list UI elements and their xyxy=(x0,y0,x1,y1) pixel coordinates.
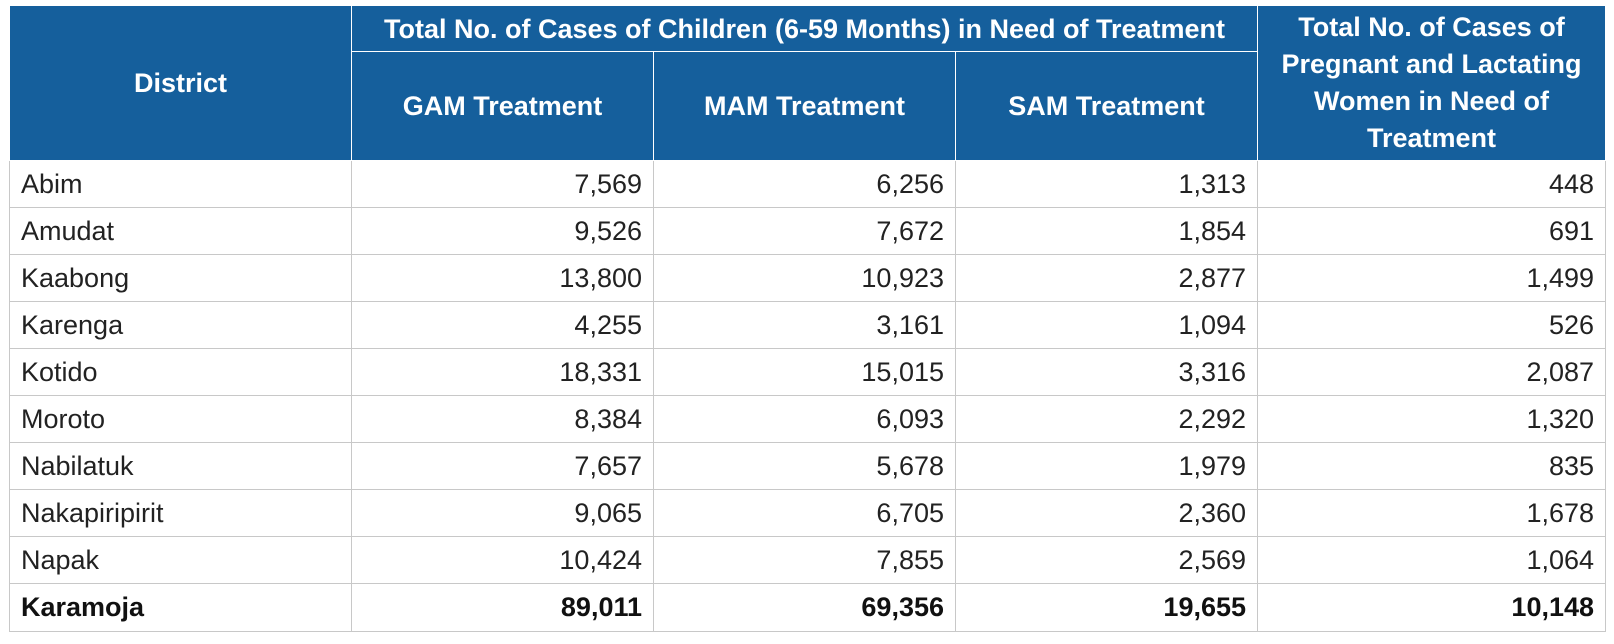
gam-cell: 18,331 xyxy=(351,348,654,396)
gam-cell: 4,255 xyxy=(351,301,654,349)
total-district-cell: Karamoja xyxy=(9,583,352,632)
plw-cell: 448 xyxy=(1257,160,1607,208)
plw-column-header: Total No. of Cases of Pregnant and Lacta… xyxy=(1257,5,1607,161)
sam-cell: 2,360 xyxy=(954,489,1259,537)
plw-cell: 835 xyxy=(1257,442,1607,490)
gam-cell: 13,800 xyxy=(351,254,654,302)
district-cell: Moroto xyxy=(9,395,352,443)
gam-cell: 7,657 xyxy=(351,442,654,490)
mam-column-header: MAM Treatment xyxy=(653,51,956,161)
plw-cell: 526 xyxy=(1257,301,1607,349)
table-body: Abim 7,569 6,256 1,313 448 Amudat 9,526 … xyxy=(9,160,1607,632)
mam-cell: 7,855 xyxy=(653,536,956,584)
district-cell: Napak xyxy=(9,536,352,584)
sam-cell: 2,292 xyxy=(954,395,1259,443)
gam-cell: 9,065 xyxy=(351,489,654,537)
total-plw-cell: 10,148 xyxy=(1257,583,1607,632)
sam-cell: 1,313 xyxy=(954,160,1259,208)
table-row: Amudat 9,526 7,672 1,854 691 xyxy=(9,207,1607,255)
table-container: District Total No. of Cases of Children … xyxy=(9,5,1607,632)
plw-cell: 691 xyxy=(1257,207,1607,255)
district-cell: Abim xyxy=(9,160,352,208)
children-group-header: Total No. of Cases of Children (6-59 Mon… xyxy=(350,5,1259,52)
sam-cell: 1,854 xyxy=(954,207,1259,255)
gam-cell: 9,526 xyxy=(351,207,654,255)
total-row: Karamoja 89,011 69,356 19,655 10,148 xyxy=(9,583,1607,632)
mam-cell: 5,678 xyxy=(653,442,956,490)
table-row: Nakapiripirit 9,065 6,705 2,360 1,678 xyxy=(9,489,1607,537)
gam-cell: 8,384 xyxy=(351,395,654,443)
table-row: Abim 7,569 6,256 1,313 448 xyxy=(9,160,1607,208)
district-cell: Amudat xyxy=(9,207,352,255)
mam-cell: 6,256 xyxy=(653,160,956,208)
sam-cell: 3,316 xyxy=(954,348,1259,396)
mam-cell: 15,015 xyxy=(653,348,956,396)
table-row: Karenga 4,255 3,161 1,094 526 xyxy=(9,301,1607,349)
sam-cell: 1,979 xyxy=(954,442,1259,490)
gam-cell: 7,569 xyxy=(351,160,654,208)
mam-cell: 6,093 xyxy=(653,395,956,443)
table-row: Napak 10,424 7,855 2,569 1,064 xyxy=(9,536,1607,584)
mam-cell: 6,705 xyxy=(653,489,956,537)
district-cell: Nakapiripirit xyxy=(9,489,352,537)
district-cell: Karenga xyxy=(9,301,352,349)
sam-cell: 1,094 xyxy=(954,301,1259,349)
sam-cell: 2,569 xyxy=(954,536,1259,584)
sam-column-header: SAM Treatment xyxy=(954,51,1259,161)
table-row: Nabilatuk 7,657 5,678 1,979 835 xyxy=(9,442,1607,490)
treatment-cases-table: District Total No. of Cases of Children … xyxy=(9,5,1607,632)
plw-cell: 1,499 xyxy=(1257,254,1607,302)
district-cell: Nabilatuk xyxy=(9,442,352,490)
table-row: Kaabong 13,800 10,923 2,877 1,499 xyxy=(9,254,1607,302)
mam-cell: 10,923 xyxy=(653,254,956,302)
district-cell: Kaabong xyxy=(9,254,352,302)
gam-cell: 10,424 xyxy=(351,536,654,584)
plw-cell: 1,064 xyxy=(1257,536,1607,584)
mam-cell: 7,672 xyxy=(653,207,956,255)
plw-cell: 2,087 xyxy=(1257,348,1607,396)
district-cell: Kotido xyxy=(9,348,352,396)
sam-cell: 2,877 xyxy=(954,254,1259,302)
table-row: Moroto 8,384 6,093 2,292 1,320 xyxy=(9,395,1607,443)
plw-cell: 1,320 xyxy=(1257,395,1607,443)
district-column-header: District xyxy=(9,5,352,161)
table-row: Kotido 18,331 15,015 3,316 2,087 xyxy=(9,348,1607,396)
table-header: District Total No. of Cases of Children … xyxy=(9,5,1607,161)
total-mam-cell: 69,356 xyxy=(653,583,956,632)
total-sam-cell: 19,655 xyxy=(954,583,1259,632)
plw-cell: 1,678 xyxy=(1257,489,1607,537)
mam-cell: 3,161 xyxy=(653,301,956,349)
gam-column-header: GAM Treatment xyxy=(351,51,654,161)
total-gam-cell: 89,011 xyxy=(351,583,654,632)
